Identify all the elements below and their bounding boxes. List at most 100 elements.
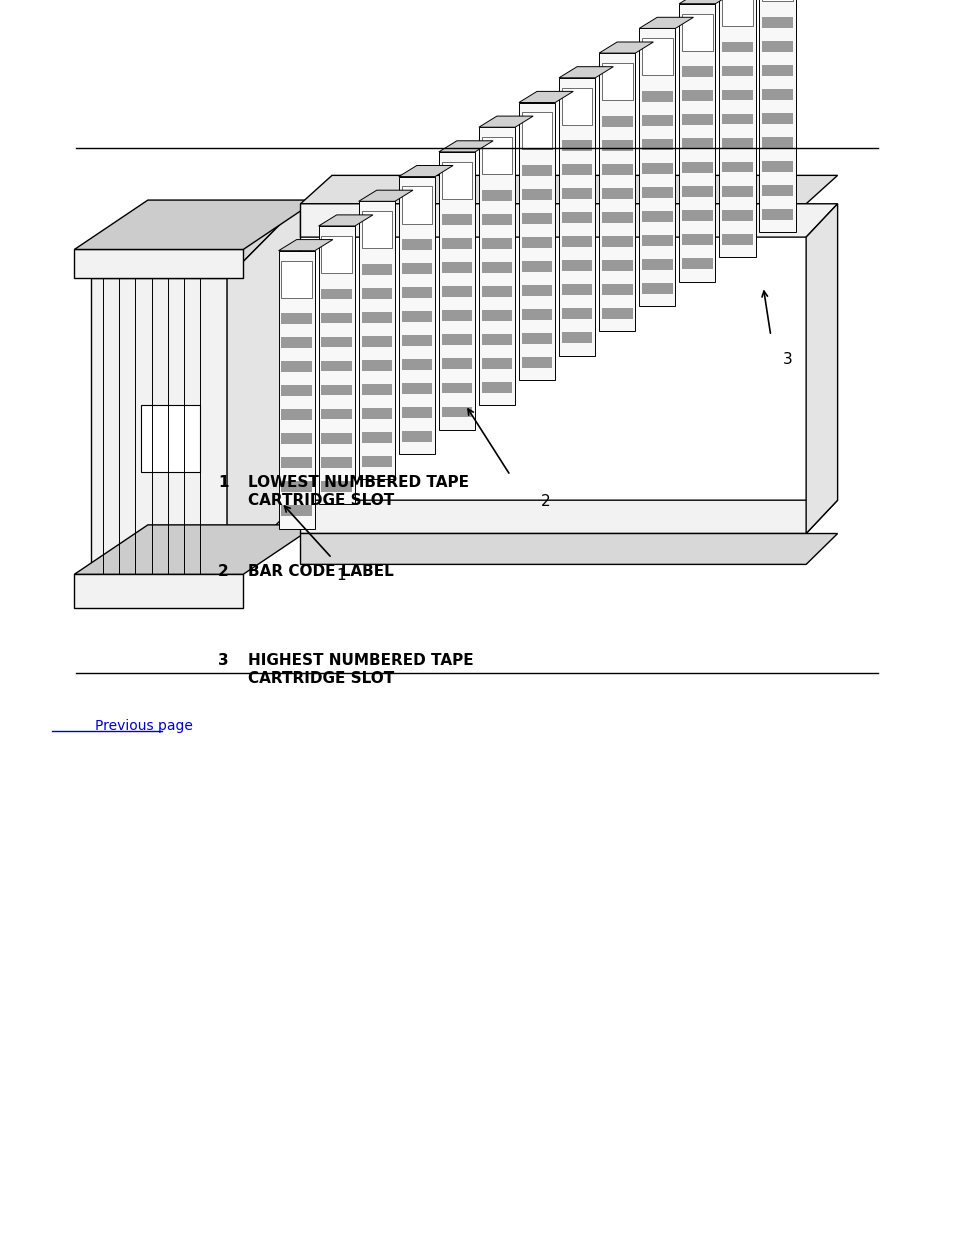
Polygon shape [601,236,632,247]
Polygon shape [401,335,432,346]
Polygon shape [141,405,200,472]
Polygon shape [281,261,312,298]
Polygon shape [321,384,352,395]
Polygon shape [227,204,300,574]
Polygon shape [721,0,752,26]
Polygon shape [281,482,312,493]
Text: LOWEST NUMBERED TAPE
CARTRIDGE SLOT: LOWEST NUMBERED TAPE CARTRIDGE SLOT [248,475,469,508]
Polygon shape [281,457,312,468]
Text: 3: 3 [782,352,792,367]
Polygon shape [639,17,693,28]
Polygon shape [74,249,243,278]
Polygon shape [761,89,792,100]
Polygon shape [361,264,392,274]
Polygon shape [761,41,792,52]
Polygon shape [681,258,712,269]
Polygon shape [641,186,672,198]
Polygon shape [601,284,632,295]
Polygon shape [321,289,352,299]
Polygon shape [721,210,752,221]
Text: 2: 2 [540,494,550,509]
Polygon shape [521,357,552,368]
Polygon shape [598,42,653,53]
Polygon shape [761,64,792,75]
Polygon shape [761,0,792,1]
Polygon shape [361,336,392,347]
Polygon shape [74,200,316,249]
Polygon shape [74,525,316,574]
Polygon shape [401,431,432,442]
Polygon shape [398,177,435,454]
Polygon shape [641,259,672,270]
Polygon shape [481,358,512,369]
Polygon shape [91,204,300,278]
Polygon shape [318,226,355,504]
Polygon shape [601,308,632,319]
Polygon shape [641,138,672,149]
Polygon shape [719,0,755,257]
Polygon shape [721,185,752,196]
Polygon shape [521,112,552,149]
Polygon shape [721,233,752,245]
Polygon shape [438,141,493,152]
Polygon shape [561,261,592,272]
Polygon shape [681,162,712,173]
Polygon shape [681,210,712,221]
Polygon shape [441,406,472,417]
Polygon shape [639,28,675,306]
Polygon shape [478,116,533,127]
Polygon shape [681,138,712,149]
Polygon shape [401,383,432,394]
Polygon shape [401,287,432,298]
Polygon shape [521,333,552,345]
Polygon shape [721,65,752,77]
Polygon shape [641,163,672,174]
Polygon shape [74,574,243,608]
Polygon shape [601,140,632,151]
Polygon shape [401,186,432,224]
Polygon shape [401,240,432,249]
Polygon shape [481,262,512,273]
Polygon shape [521,261,552,272]
Polygon shape [521,309,552,320]
Polygon shape [481,310,512,321]
Polygon shape [601,211,632,222]
Polygon shape [441,287,472,298]
Polygon shape [521,165,552,175]
Polygon shape [321,312,352,324]
Polygon shape [361,384,392,395]
Polygon shape [441,383,472,394]
Polygon shape [561,284,592,295]
Polygon shape [521,237,552,248]
Polygon shape [481,190,512,200]
Polygon shape [361,211,392,248]
Polygon shape [641,235,672,246]
Polygon shape [300,204,837,237]
Polygon shape [481,382,512,393]
Polygon shape [721,137,752,148]
Text: 3: 3 [218,653,229,668]
Polygon shape [641,91,672,101]
Polygon shape [278,240,333,251]
Polygon shape [561,236,592,247]
Polygon shape [278,251,314,529]
Polygon shape [805,204,837,534]
Text: Previous page: Previous page [95,719,193,732]
Polygon shape [761,161,792,172]
Polygon shape [321,361,352,372]
Polygon shape [281,361,312,372]
Polygon shape [641,211,672,222]
Polygon shape [561,88,592,125]
Polygon shape [761,137,792,148]
Polygon shape [481,137,512,174]
Polygon shape [681,114,712,125]
Polygon shape [361,311,392,322]
Polygon shape [679,0,733,4]
Polygon shape [401,408,432,419]
Polygon shape [321,432,352,443]
Polygon shape [281,505,312,516]
Polygon shape [681,14,712,51]
Polygon shape [321,457,352,468]
Polygon shape [441,215,472,225]
Polygon shape [759,0,795,232]
